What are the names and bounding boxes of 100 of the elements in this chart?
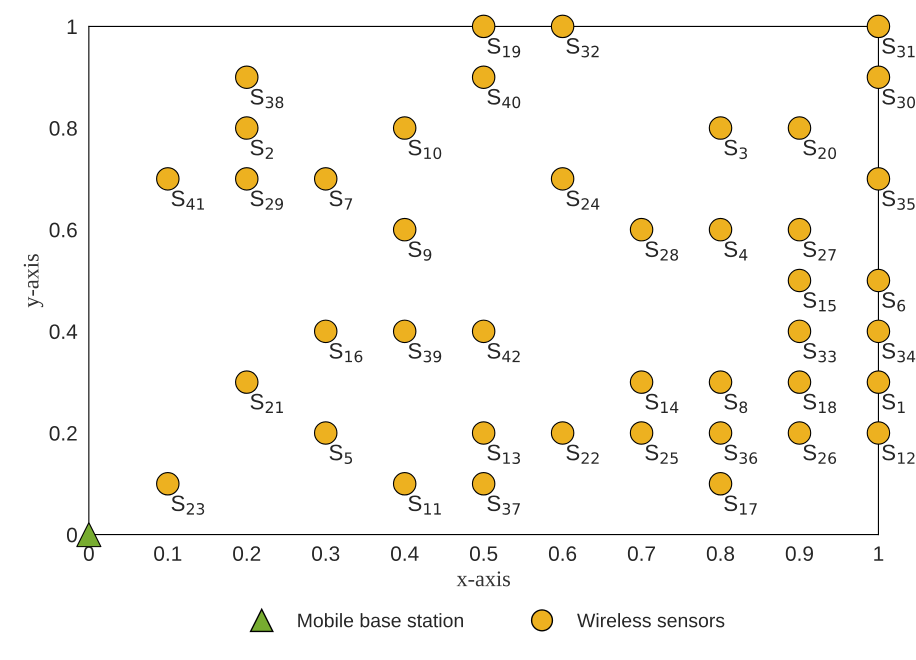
annotation: S$_{10}$ bbox=[408, 140, 442, 160]
annotation: S$_{21}$ bbox=[250, 394, 283, 413]
point bbox=[314, 167, 338, 191]
legend-label: Wireless sensors bbox=[577, 613, 724, 628]
y-tick-label: 0 bbox=[66, 528, 77, 542]
annotation: S$_{23}$ bbox=[172, 495, 204, 515]
annotation: S$_{35}$ bbox=[882, 190, 915, 210]
annotation: S$_{38}$ bbox=[250, 88, 284, 108]
x-tick-label: 0.9 bbox=[786, 546, 813, 562]
point bbox=[866, 14, 890, 38]
annotation: S$_{37}$ bbox=[487, 495, 520, 515]
annotation: S$_{12}$ bbox=[882, 444, 914, 464]
point bbox=[866, 370, 890, 394]
point bbox=[866, 167, 890, 191]
annotation: S$_{27}$ bbox=[803, 241, 836, 261]
point bbox=[866, 65, 890, 89]
point bbox=[472, 421, 496, 445]
x-tick-label: 0 bbox=[84, 546, 94, 562]
x-tick-label: 0.7 bbox=[628, 546, 655, 562]
annotation: S$_{18}$ bbox=[803, 394, 836, 414]
point bbox=[788, 268, 812, 292]
point bbox=[156, 167, 180, 191]
point bbox=[630, 421, 654, 445]
point bbox=[788, 116, 812, 140]
point bbox=[235, 116, 259, 140]
x-tick-label: 0.6 bbox=[548, 546, 576, 562]
point bbox=[392, 320, 416, 344]
point bbox=[708, 421, 732, 445]
point bbox=[472, 472, 496, 496]
annotation: S$_{15}$ bbox=[803, 292, 836, 312]
annotation: S$_{1}$ bbox=[882, 394, 905, 413]
y-axis-title: y-axis bbox=[24, 254, 44, 308]
annotation: S$_{30}$ bbox=[882, 88, 916, 108]
point bbox=[866, 421, 890, 445]
annotation: S$_{28}$ bbox=[645, 241, 678, 261]
annotation: S$_{41}$ bbox=[172, 190, 204, 210]
point bbox=[708, 472, 732, 496]
point bbox=[392, 218, 416, 242]
annotation: S$_{2}$ bbox=[250, 140, 273, 159]
annotation: S$_{9}$ bbox=[408, 241, 432, 261]
point bbox=[472, 14, 496, 38]
x-tick-label: 0.1 bbox=[154, 546, 182, 562]
annotation: S$_{5}$ bbox=[330, 444, 352, 464]
point bbox=[866, 268, 890, 292]
annotation: S$_{19}$ bbox=[487, 38, 520, 58]
point bbox=[392, 472, 416, 496]
point bbox=[550, 14, 574, 38]
y-tick-label: 0.6 bbox=[50, 222, 77, 238]
annotation: S$_{32}$ bbox=[566, 38, 599, 58]
point bbox=[472, 320, 496, 344]
annotation: S$_{40}$ bbox=[487, 88, 520, 108]
annotation: S$_{33}$ bbox=[803, 342, 836, 362]
annotation: S$_{36}$ bbox=[724, 444, 758, 464]
y-tick-label: 0.2 bbox=[50, 426, 77, 441]
annotation: S$_{42}$ bbox=[487, 342, 520, 362]
point bbox=[550, 421, 574, 445]
legend-label: Mobile base station bbox=[298, 613, 463, 628]
point bbox=[788, 320, 812, 344]
x-tick-label: 0.2 bbox=[233, 546, 260, 562]
point bbox=[708, 116, 732, 140]
point bbox=[235, 167, 259, 191]
annotation: S$_{8}$ bbox=[724, 394, 748, 414]
annotation: S$_{34}$ bbox=[882, 342, 916, 362]
point bbox=[788, 370, 812, 394]
point bbox=[788, 218, 812, 242]
x-axis-title: x-axis bbox=[456, 571, 510, 586]
annotation: S$_{11}$ bbox=[408, 495, 441, 515]
annotation: S$_{17}$ bbox=[724, 495, 757, 515]
point bbox=[708, 370, 732, 394]
point bbox=[314, 320, 338, 344]
annotation: S$_{6}$ bbox=[882, 292, 906, 312]
x-tick-label: 0.3 bbox=[312, 546, 340, 562]
point bbox=[550, 167, 574, 191]
y-tick-label: 1 bbox=[68, 20, 77, 34]
y-tick-label: 0.4 bbox=[50, 324, 78, 340]
point bbox=[788, 421, 812, 445]
point bbox=[235, 65, 259, 89]
y-tick-label: 0.8 bbox=[50, 121, 77, 136]
point bbox=[76, 522, 102, 548]
annotation: S$_{13}$ bbox=[487, 444, 520, 464]
point bbox=[392, 116, 416, 140]
x-tick-label: 0.5 bbox=[470, 546, 498, 562]
annotation: S$_{31}$ bbox=[882, 38, 915, 58]
annotation: S$_{14}$ bbox=[645, 394, 678, 413]
annotation: S$_{25}$ bbox=[645, 444, 678, 464]
point bbox=[866, 320, 890, 344]
annotation: S$_{20}$ bbox=[803, 140, 836, 160]
annotation: S$_{29}$ bbox=[250, 190, 284, 210]
annotation: S$_{26}$ bbox=[803, 444, 836, 464]
point bbox=[235, 370, 259, 394]
annotation: S$_{16}$ bbox=[330, 342, 362, 362]
annotation: S$_{22}$ bbox=[566, 444, 599, 464]
annotation: S$_{39}$ bbox=[408, 342, 442, 362]
annotation: S$_{4}$ bbox=[724, 241, 748, 261]
point bbox=[708, 218, 732, 242]
point bbox=[472, 65, 496, 89]
x-tick-label: 0.4 bbox=[391, 546, 419, 562]
annotation: S$_{24}$ bbox=[566, 190, 600, 210]
annotation: S$_{3}$ bbox=[724, 140, 747, 160]
x-tick-label: 0.8 bbox=[706, 546, 734, 562]
